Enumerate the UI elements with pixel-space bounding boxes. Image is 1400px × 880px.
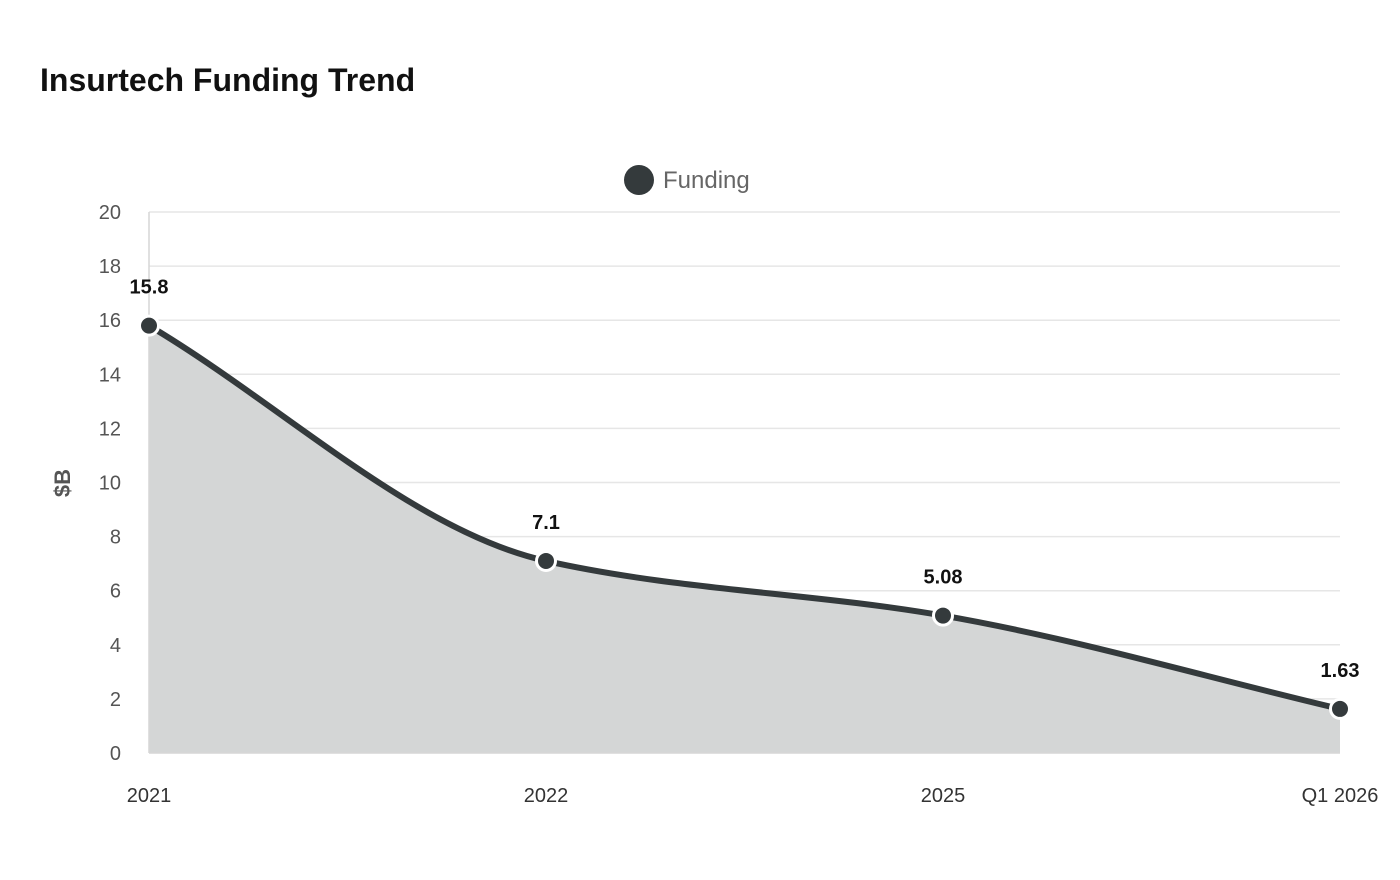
data-point (1329, 697, 1351, 720)
data-points (138, 314, 1351, 720)
data-label: 15.8 (130, 277, 169, 299)
line-layer (146, 322, 1343, 712)
legend-swatch (624, 165, 654, 195)
x-tick-label: 2022 (524, 785, 569, 807)
y-tick-label: 0 (110, 743, 121, 765)
x-tick-label: 2021 (127, 785, 172, 807)
y-tick-label: 20 (99, 202, 121, 224)
data-label: 1.63 (1321, 660, 1360, 682)
y-tick-label: 16 (99, 310, 121, 332)
y-tick-label: 10 (99, 473, 121, 495)
axes: 0 2 4 6 8 10 12 14 16 18 20 2021 2022 2025 Q1 2026 (99, 202, 1379, 807)
series-area-funding (149, 325, 1340, 753)
y-axis-title: $B (50, 469, 75, 497)
series-line-funding (146, 322, 1343, 712)
legend: Funding (624, 165, 750, 195)
y-tick-label: 2 (110, 689, 121, 711)
y-tick-label: 8 (110, 527, 121, 549)
data-point (138, 314, 160, 337)
y-tick-label: 14 (99, 364, 121, 386)
y-tick-label: 18 (99, 256, 121, 278)
data-labels: 15.8 7.1 5.08 1.63 (130, 277, 1360, 682)
area-layer (149, 325, 1340, 753)
y-tick-label: 12 (99, 418, 121, 440)
data-label: 7.1 (532, 512, 560, 534)
data-point (932, 604, 954, 627)
x-tick-label: Q1 2026 (1302, 785, 1379, 807)
y-tick-label: 6 (110, 581, 121, 603)
data-label: 5.08 (924, 567, 963, 589)
y-tick-label: 4 (110, 635, 121, 657)
chart-title: Insurtech Funding Trend (40, 62, 416, 98)
legend-label: Funding (663, 167, 750, 194)
x-tick-label: 2025 (921, 785, 966, 807)
data-point (535, 549, 557, 572)
